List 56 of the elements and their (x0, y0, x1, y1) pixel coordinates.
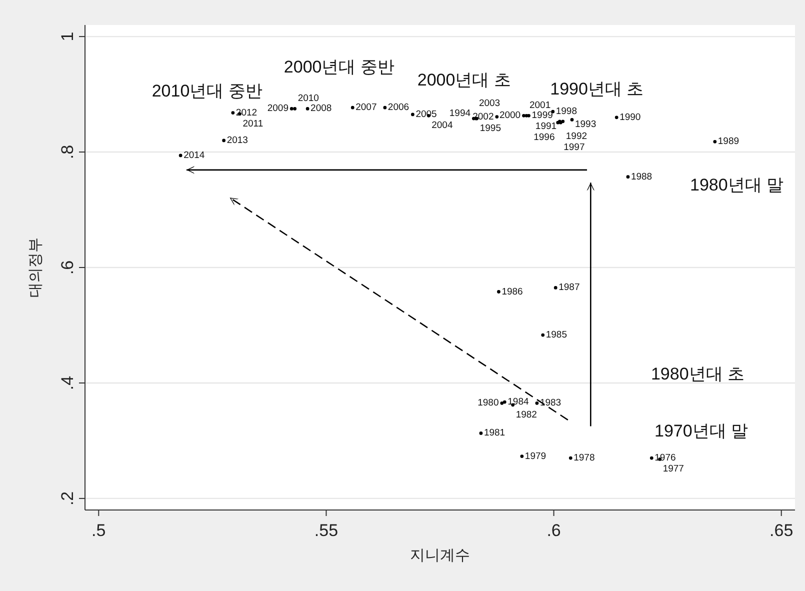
annotation: 1979 (524, 450, 546, 462)
annotation: 1978 (574, 452, 595, 464)
annotation: 2007 (356, 102, 377, 114)
annotation: 1977 (662, 464, 684, 475)
annotation: 1980 (478, 398, 499, 409)
annotation: 1994 (449, 108, 471, 120)
y-axis-title: 대의정부 (27, 238, 44, 298)
annotation: 2005 (416, 108, 437, 120)
annotation: 1990 (620, 112, 641, 123)
annotation: 1981 (484, 428, 506, 439)
annotation: 2013 (226, 134, 248, 146)
y-tick-label: .6 (58, 260, 77, 275)
annotation: 1992 (566, 130, 588, 142)
annotation: 2009 (267, 103, 288, 114)
annotation: 1993 (574, 119, 596, 130)
annotation: 1999 (532, 110, 553, 122)
annotation: 1982 (516, 409, 537, 420)
x-tick-label: .6 (546, 521, 561, 540)
annotation: 2000년대 중반 (284, 58, 394, 77)
x-tick-label: .55 (314, 521, 338, 540)
annotation: 1985 (546, 330, 567, 341)
annotation: 1995 (480, 123, 502, 134)
x-axis-title: 지니계수 (410, 547, 470, 564)
annotation: 1980년대 초 (650, 364, 745, 384)
annotation: 1983 (540, 398, 562, 409)
annotation: 1997 (564, 142, 585, 154)
annotation: 2014 (184, 150, 205, 161)
annotation: 2006 (388, 102, 410, 114)
annotation: 1984 (508, 396, 529, 408)
annotation: 1989 (718, 136, 740, 148)
annotation: 2008 (310, 103, 332, 114)
y-tick-label: 1 (58, 32, 77, 42)
annotation: 2003 (478, 98, 500, 110)
x-tick-label: .65 (770, 521, 794, 540)
annotation: 1996 (534, 132, 555, 144)
y-tick-label: .2 (58, 491, 77, 506)
annotation: 2012 (236, 107, 258, 118)
annotation: 1990년대 초 (550, 80, 644, 99)
annotation: 2011 (242, 118, 264, 130)
y-tick-label: .4 (58, 376, 77, 390)
annotation: 2000년대 초 (417, 70, 511, 90)
annotation: 1970년대 말 (654, 421, 748, 440)
annotation: 1987 (558, 282, 580, 294)
y-tick-label: .8 (58, 144, 77, 160)
annotation: 1980년대 말 (690, 176, 784, 195)
annotation: 1986 (502, 286, 523, 298)
annotation: 2010년대 중반 (152, 81, 262, 100)
annotation: 1988 (630, 171, 652, 182)
annotation: 2001 (529, 100, 551, 112)
annotation: 1998 (556, 106, 578, 118)
annotation: 2010 (298, 93, 319, 104)
annotation: 2004 (432, 120, 453, 132)
x-tick-label: .5 (92, 521, 106, 540)
annotation: 2000 (499, 110, 521, 122)
annotation: 1991 (535, 120, 557, 132)
annotation: 1976 (654, 452, 676, 464)
